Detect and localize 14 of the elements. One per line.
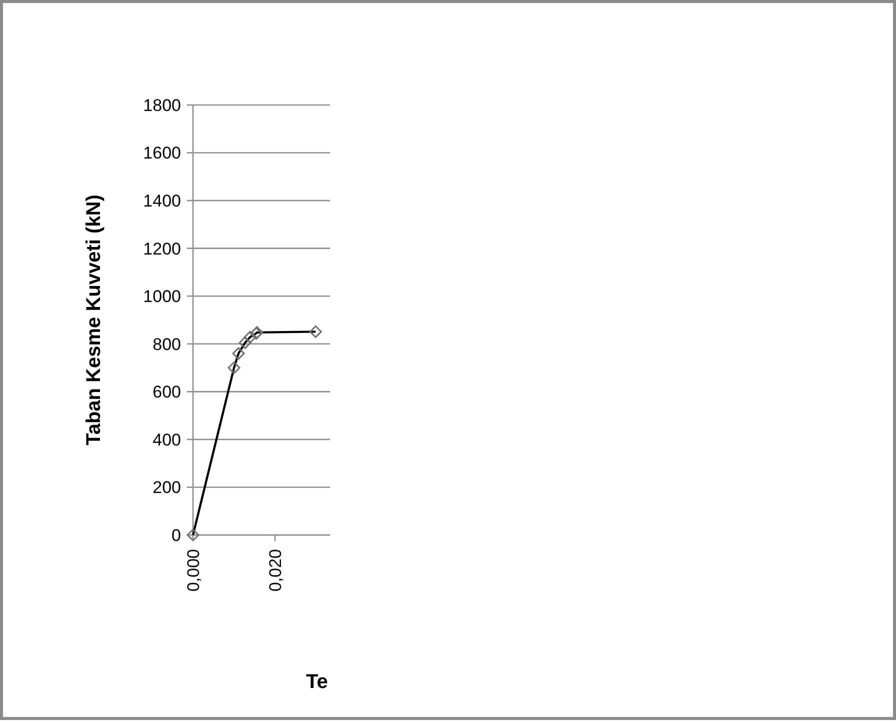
y-tick-label: 1200 xyxy=(143,239,181,258)
x-axis-title: Te xyxy=(306,671,328,693)
y-tick-label: 400 xyxy=(152,430,181,450)
x-tick-label: 0,020 xyxy=(266,549,285,592)
y-tick-label: 1600 xyxy=(143,144,181,163)
y-axis-title: Taban Kesme Kuvveti (kN) xyxy=(83,194,105,446)
y-tick-label: 1400 xyxy=(143,192,181,211)
y-tick-label: 1000 xyxy=(143,287,181,306)
y-tick-label: 600 xyxy=(152,382,181,402)
y-tick-label: 800 xyxy=(152,334,181,354)
x-tick-label: 0,000 xyxy=(184,549,203,592)
y-tick-label: 1800 xyxy=(143,96,181,115)
y-tick-label: 0 xyxy=(172,526,181,545)
y-tick-label: 200 xyxy=(152,478,181,498)
